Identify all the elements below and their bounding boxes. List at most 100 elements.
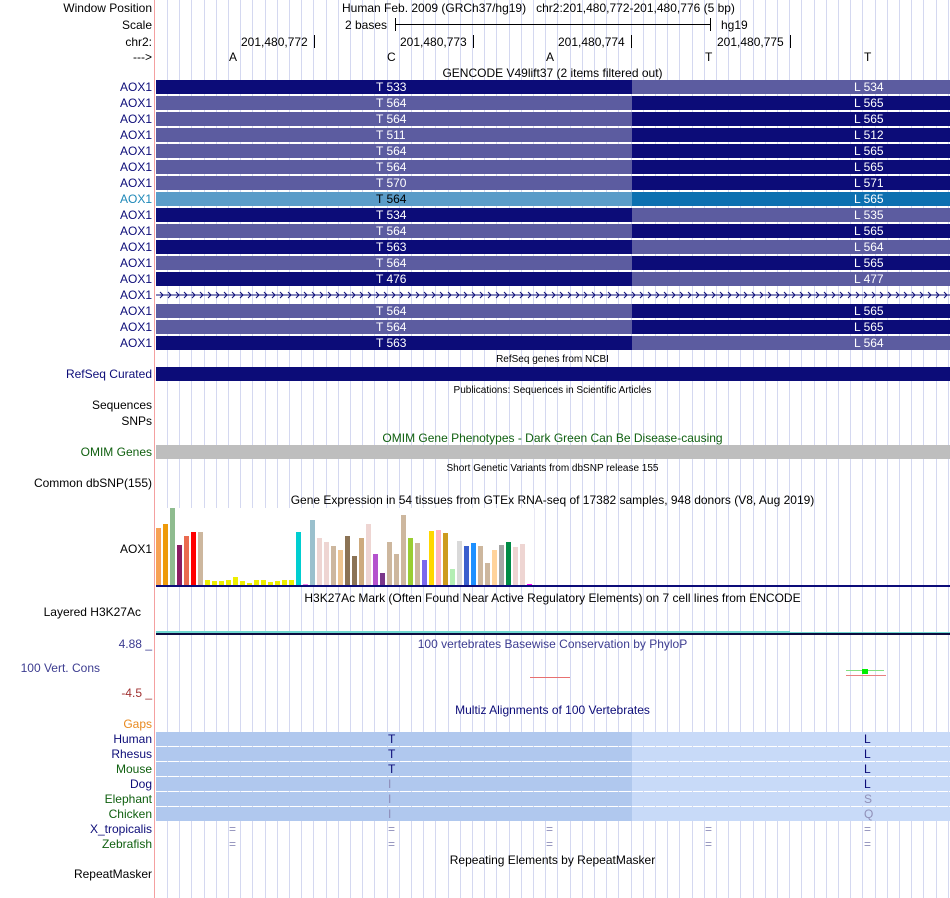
publications-label-line2[interactable]: SNPs [121, 414, 152, 428]
gtex-tissue-bar[interactable] [492, 550, 497, 585]
gencode-transcript[interactable]: T 564 L 565 [156, 320, 950, 334]
exon-right[interactable] [632, 112, 950, 126]
gtex-tissue-bar[interactable] [226, 580, 231, 585]
gencode-row-label[interactable]: AOX1 [119, 240, 152, 254]
gtex-tissue-bar[interactable] [422, 560, 427, 585]
gencode-row-label[interactable]: AOX1 [119, 112, 152, 126]
phylop-track-label[interactable]: 100 Vert. Cons [20, 661, 100, 675]
exon-left[interactable] [156, 272, 632, 286]
gencode-transcript[interactable]: T 564 L 565 [156, 256, 950, 270]
gtex-tissue-bar[interactable] [170, 508, 175, 585]
gtex-track-label[interactable]: AOX1 [119, 542, 152, 556]
exon-left[interactable] [156, 160, 632, 174]
gtex-tissue-bar[interactable] [240, 581, 245, 585]
exon-left[interactable] [156, 144, 632, 158]
gencode-transcript[interactable]: T 564 L 565 [156, 224, 950, 238]
gtex-tissue-bar[interactable] [408, 538, 413, 585]
exon-left[interactable] [156, 192, 632, 206]
gtex-tissue-bar[interactable] [163, 524, 168, 585]
gtex-tissue-bar[interactable] [373, 554, 378, 585]
exon-right[interactable] [632, 144, 950, 158]
gencode-row-label[interactable]: AOX1 [119, 128, 152, 142]
gtex-tissue-bar[interactable] [436, 530, 441, 585]
exon-right[interactable] [632, 208, 950, 222]
exon-right[interactable] [632, 80, 950, 94]
exon-left[interactable] [156, 240, 632, 254]
multiz-species-label[interactable]: Elephant [104, 792, 152, 806]
gencode-transcript[interactable]: T 533 L 534 [156, 80, 950, 94]
gencode-row-label[interactable]: AOX1 [119, 208, 152, 222]
gtex-tissue-bar[interactable] [387, 542, 392, 585]
gencode-transcript[interactable]: T 563 L 564 [156, 336, 950, 350]
exon-left[interactable] [156, 112, 632, 126]
gtex-tissue-bar[interactable] [289, 580, 294, 585]
gtex-tissue-bar[interactable] [478, 546, 483, 585]
gencode-row-label[interactable]: AOX1 [119, 336, 152, 350]
gtex-tissue-bar[interactable] [485, 563, 490, 585]
gtex-tissue-bar[interactable] [261, 580, 266, 585]
gtex-tissue-bar[interactable] [233, 577, 238, 585]
gtex-tissue-bar[interactable] [156, 528, 161, 585]
exon-right[interactable] [632, 224, 950, 238]
multiz-species-label[interactable]: Chicken [108, 807, 152, 821]
gtex-tissue-bar[interactable] [443, 533, 448, 585]
gtex-tissue-bar[interactable] [450, 569, 455, 585]
exon-left[interactable] [156, 224, 632, 238]
publications-label-line1[interactable]: Sequences [91, 398, 152, 412]
gtex-tissue-bar[interactable] [205, 580, 210, 585]
gencode-transcript[interactable]: T 570 L 571 [156, 176, 950, 190]
gtex-tissue-bar[interactable] [345, 536, 350, 585]
exon-left[interactable] [156, 320, 632, 334]
gencode-row-label[interactable]: AOX1 [119, 288, 152, 302]
multiz-species-label[interactable]: Dog [129, 777, 152, 791]
gtex-tissue-bar[interactable] [212, 581, 217, 585]
gencode-transcript[interactable]: T 564 L 565 [156, 144, 950, 158]
gtex-tissue-bar[interactable] [219, 581, 224, 585]
gtex-tissue-bar[interactable] [499, 545, 504, 585]
gencode-row-label[interactable]: AOX1 [119, 224, 152, 238]
gencode-transcript[interactable]: T 563 L 564 [156, 240, 950, 254]
gencode-row-label[interactable]: AOX1 [119, 144, 152, 158]
exon-left[interactable] [156, 304, 632, 318]
exon-right[interactable] [632, 160, 950, 174]
exon-left[interactable] [156, 96, 632, 110]
gencode-row-label[interactable]: AOX1 [119, 320, 152, 334]
h3k27ac-track-label[interactable]: Layered H3K27Ac [43, 605, 141, 619]
gtex-tissue-bar[interactable] [401, 515, 406, 585]
gencode-row-label[interactable]: AOX1 [119, 304, 152, 318]
exon-left[interactable] [156, 208, 632, 222]
multiz-species-label[interactable]: Rhesus [111, 747, 152, 761]
exon-right[interactable] [632, 96, 950, 110]
gencode-row-label[interactable]: AOX1 [119, 160, 152, 174]
gencode-transcript[interactable]: T 476 L 477 [156, 272, 950, 286]
exon-left[interactable] [156, 336, 632, 350]
multiz-species-label[interactable]: X_tropicalis [89, 822, 152, 836]
gtex-tissue-bar[interactable] [296, 532, 301, 585]
exon-left[interactable] [156, 256, 632, 270]
gencode-row-label[interactable]: AOX1 [119, 80, 152, 94]
gtex-tissue-bar[interactable] [513, 547, 518, 585]
gtex-tissue-bar[interactable] [331, 546, 336, 585]
exon-right[interactable] [632, 240, 950, 254]
repeatmasker-track-label[interactable]: RepeatMasker [73, 867, 152, 881]
gtex-tissue-bar[interactable] [394, 554, 399, 585]
gtex-tissue-bar[interactable] [198, 532, 203, 585]
gtex-tissue-bar[interactable] [429, 531, 434, 585]
gencode-transcript[interactable]: T 564 L 565 [156, 160, 950, 174]
omim-track-label[interactable]: OMIM Genes [80, 445, 152, 459]
gtex-tissue-bar[interactable] [191, 532, 196, 585]
gtex-tissue-bar[interactable] [366, 524, 371, 585]
exon-right[interactable] [632, 336, 950, 350]
gtex-tissue-bar[interactable] [317, 538, 322, 585]
gtex-tissue-bar[interactable] [247, 583, 252, 585]
gtex-tissue-bar[interactable] [310, 520, 315, 585]
multiz-species-label[interactable]: Mouse [115, 762, 152, 776]
dbsnp-track-label[interactable]: Common dbSNP(155) [33, 476, 152, 490]
gencode-transcript[interactable]: T 564 L 565 [156, 304, 950, 318]
gtex-tissue-bar[interactable] [177, 545, 182, 585]
exon-left[interactable] [156, 176, 632, 190]
gtex-tissue-bar[interactable] [282, 580, 287, 585]
multiz-gaps-label[interactable]: Gaps [123, 717, 152, 731]
exon-right[interactable] [632, 176, 950, 190]
gencode-row-label[interactable]: AOX1 [119, 256, 152, 270]
